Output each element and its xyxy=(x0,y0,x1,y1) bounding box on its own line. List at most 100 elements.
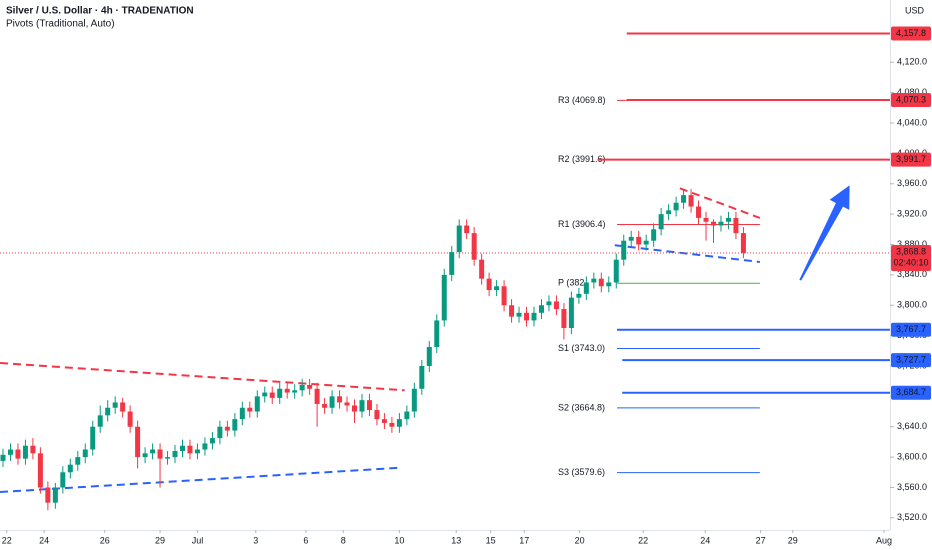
x-tick-label: 6 xyxy=(303,535,308,545)
price-tag xyxy=(891,26,931,41)
candle-body xyxy=(254,396,260,412)
candle-body xyxy=(239,407,245,420)
y-tick-label: 3,840.0 xyxy=(897,269,927,279)
trendline xyxy=(614,244,760,263)
candle-body xyxy=(374,410,380,420)
candle-body xyxy=(359,400,365,412)
candle-body xyxy=(494,286,500,291)
candle-body xyxy=(389,422,395,427)
candle-body xyxy=(583,282,589,294)
candle-body xyxy=(194,449,200,454)
candle-body xyxy=(37,453,43,488)
candle-body xyxy=(546,301,552,306)
candle-body xyxy=(740,233,746,254)
candle-body xyxy=(352,405,358,412)
price-tag xyxy=(891,353,931,368)
last-price-tag xyxy=(891,245,931,272)
candle-body xyxy=(456,225,462,253)
candle-body xyxy=(651,229,657,241)
candle-body xyxy=(553,301,559,310)
candle-body xyxy=(561,309,567,329)
candle-body xyxy=(179,445,185,452)
candle-body xyxy=(643,240,649,245)
candle-body xyxy=(606,282,612,287)
x-tick-label: 20 xyxy=(575,535,585,545)
candle-body xyxy=(314,388,320,404)
candle-body xyxy=(441,274,447,321)
price-tag-label: 3,727.7 xyxy=(896,355,926,365)
x-tick-label: Aug xyxy=(876,535,892,545)
candle-body xyxy=(127,411,133,427)
x-tick-label: 26 xyxy=(100,535,110,545)
candle-body xyxy=(262,392,268,397)
price-tag-label: 4,070.3 xyxy=(896,94,926,104)
y-tick-label: 3,600.0 xyxy=(897,451,927,461)
candle-body xyxy=(135,426,141,458)
candle-body xyxy=(7,449,13,455)
candle-body xyxy=(247,407,253,412)
candle-body xyxy=(681,195,687,203)
candle-body xyxy=(591,278,597,283)
y-tick-label: 4,040.0 xyxy=(897,117,927,127)
candle-body xyxy=(666,210,672,215)
candle-body xyxy=(0,454,6,461)
candle-body xyxy=(396,419,402,427)
candle-body xyxy=(426,347,432,366)
trendline xyxy=(0,466,401,494)
candle-body xyxy=(434,320,440,348)
arrow xyxy=(799,185,850,281)
y-tick-label: 4,120.0 xyxy=(897,57,927,67)
countdown: 02:40:10 xyxy=(893,257,928,267)
candle-body xyxy=(217,426,223,439)
trendline xyxy=(679,187,761,219)
x-tick-label: 15 xyxy=(486,535,496,545)
candle-body xyxy=(524,312,530,321)
y-tick-label: 3,520.0 xyxy=(897,512,927,522)
candle-body xyxy=(479,259,485,279)
price-tag-label: 3,991.7 xyxy=(896,154,926,164)
candle-body xyxy=(486,278,492,291)
candle-body xyxy=(187,445,193,454)
candle-body xyxy=(75,457,81,465)
price-tag-label: 4,157.8 xyxy=(896,28,926,38)
price-tag-label: 3,767.7 xyxy=(896,324,926,334)
candle-body xyxy=(165,457,171,459)
price-tag xyxy=(891,322,931,337)
y-tick-label: 3,960.0 xyxy=(897,178,927,188)
candle-body xyxy=(224,426,230,431)
price-tag xyxy=(891,93,931,108)
candle-body xyxy=(322,403,328,408)
y-tick-label: 3,800.0 xyxy=(897,300,927,310)
candle-body xyxy=(142,453,148,458)
pivot-label: P (382 xyxy=(558,278,584,288)
x-tick-label: 8 xyxy=(341,535,346,545)
candle-body xyxy=(696,206,702,218)
x-tick-label: 22 xyxy=(2,535,12,545)
candle-body xyxy=(576,293,582,298)
candle-body xyxy=(30,445,36,454)
candle-body xyxy=(628,236,634,241)
candle-body xyxy=(703,217,709,222)
trendline xyxy=(0,361,405,392)
candle-body xyxy=(531,312,537,321)
candle-body xyxy=(329,396,335,408)
candle-body xyxy=(277,388,283,398)
candle-body xyxy=(568,297,574,329)
candle-body xyxy=(269,392,275,398)
candle-body xyxy=(307,384,313,389)
candle-body xyxy=(710,221,716,226)
x-tick-label: 29 xyxy=(788,535,798,545)
candle-body xyxy=(658,214,664,230)
x-tick-label: 10 xyxy=(394,535,404,545)
overlay: 3,520.03,560.03,600.03,640.03,680.03,720… xyxy=(2,26,931,545)
x-tick-label: 3 xyxy=(253,535,258,545)
candle-body xyxy=(120,402,126,412)
candle-body xyxy=(292,390,298,393)
candle-body xyxy=(366,400,372,411)
candle-body xyxy=(598,278,604,287)
candle-body xyxy=(60,472,66,488)
x-tick-label: 27 xyxy=(756,535,766,545)
